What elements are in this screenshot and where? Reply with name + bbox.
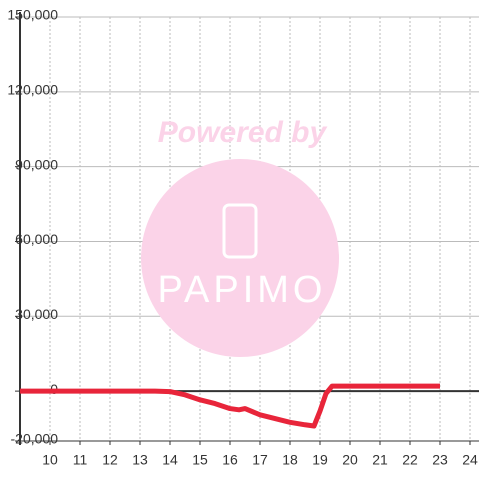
x-tick-label: 16 [222, 452, 238, 468]
series-line [20, 383, 440, 429]
watermark-logo: PAPIMO [158, 269, 327, 311]
x-tick-label: 15 [192, 452, 208, 468]
watermark-phone [222, 203, 258, 259]
x-tick-label: 24 [462, 452, 478, 468]
x-tick-label: 17 [252, 452, 268, 468]
x-tick-label: 11 [73, 452, 88, 468]
y-tick-label: 90,000 [15, 156, 58, 172]
y-tick-label: 60,000 [15, 231, 58, 247]
y-tick-label: 30,000 [15, 306, 58, 322]
x-tick-label: 18 [282, 452, 298, 468]
x-tick-label: 10 [42, 452, 58, 468]
x-tick-label: 12 [102, 452, 118, 468]
x-tick-label: 23 [432, 452, 448, 468]
x-tick-label: 20 [342, 452, 358, 468]
x-tick-label: 21 [372, 452, 388, 468]
watermark-text: Powered by [158, 116, 328, 149]
x-tick-label: 13 [132, 452, 148, 468]
y-tick-label: 120,000 [7, 82, 58, 98]
x-tick-label: 22 [402, 452, 418, 468]
y-tick-label: 150,000 [7, 7, 58, 23]
y-tick-label: -20,000 [11, 431, 59, 447]
x-tick-label: 19 [312, 452, 328, 468]
x-tick-label: 14 [162, 452, 178, 468]
